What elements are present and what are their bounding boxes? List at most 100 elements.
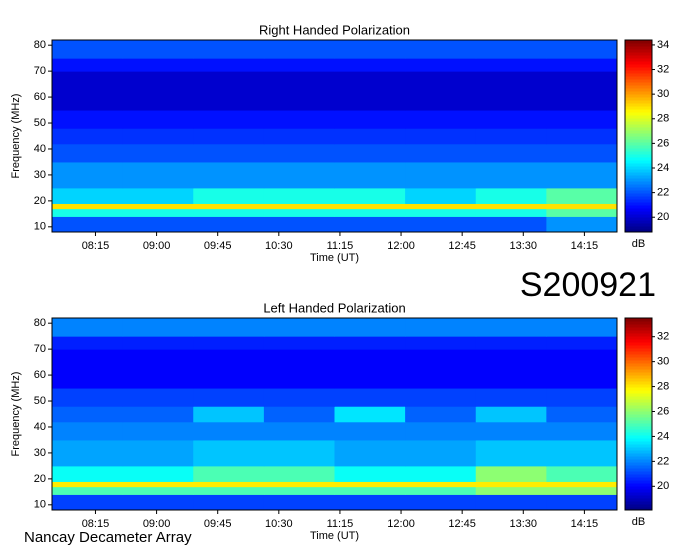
heat-cell [475, 40, 547, 59]
colorbar-step [625, 441, 652, 445]
heat-cell [405, 439, 477, 467]
heat-cell [193, 58, 265, 72]
colorbar-step [625, 163, 652, 167]
colorbar-step [625, 211, 652, 215]
heat-cell [122, 187, 194, 204]
colorbar-step [625, 387, 652, 391]
heat-cell [405, 143, 477, 163]
heat-cell [334, 143, 406, 163]
heat-cell [52, 388, 124, 407]
heat-cell [122, 486, 194, 495]
colorbar-step [625, 435, 652, 439]
heat-cell [475, 486, 547, 495]
colorbar-step [625, 354, 652, 358]
colorbar-step [625, 474, 652, 478]
colorbar-tick-label: 22 [657, 455, 669, 467]
colorbar-step [625, 378, 652, 382]
heat-cell [546, 58, 618, 72]
heat-cell [475, 465, 547, 482]
plot-frame [51, 317, 618, 511]
colorbar-step [625, 336, 652, 340]
x-tick-label: 08:15 [82, 240, 110, 252]
colorbar-step [625, 486, 652, 490]
x-tick-label: 12:45 [448, 518, 476, 530]
colorbar-step [625, 190, 652, 194]
heat-cell [334, 486, 406, 495]
heat-cell [193, 494, 265, 511]
colorbar-step [625, 166, 652, 170]
heat-cell [475, 216, 547, 233]
colorbar-step [625, 318, 652, 322]
colorbar-tick-label: 24 [657, 162, 669, 174]
colorbar-step [625, 477, 652, 481]
colorbar-step [625, 339, 652, 343]
heat-cell [193, 406, 265, 423]
heat-cell [405, 187, 477, 204]
heat-cell [405, 58, 477, 72]
colorbar-step [625, 91, 652, 95]
heat-cell [193, 486, 265, 495]
footer: Nancay Decameter Array [24, 529, 192, 546]
colorbar-step [625, 157, 652, 161]
colorbar-step [625, 396, 652, 400]
heat-cell [263, 208, 335, 217]
heat-cell [546, 349, 618, 389]
heat-cell [546, 216, 618, 233]
heat-cell [193, 161, 265, 189]
colorbar-step [625, 438, 652, 442]
colorbar-step [625, 169, 652, 173]
colorbar-step [625, 58, 652, 62]
heat-cell [475, 318, 547, 337]
panel-title: Left Handed Polarization [263, 300, 405, 315]
heat-cell [52, 128, 124, 145]
colorbar-step [625, 453, 652, 457]
colorbar-step [625, 220, 652, 224]
heat-cell [546, 481, 618, 488]
heat-cell [263, 128, 335, 145]
heat-cell [122, 203, 194, 210]
colorbar-step [625, 202, 652, 206]
colorbar-step [625, 103, 652, 107]
x-tick-label: 10:30 [265, 240, 293, 252]
y-tick-label: 10 [34, 221, 46, 233]
heat-cell [546, 406, 618, 423]
colorbar-step [625, 504, 652, 508]
colorbar-step [625, 223, 652, 227]
heat-cell [263, 58, 335, 72]
heat-cell [193, 318, 265, 337]
heat-cell [122, 208, 194, 217]
heat-cell [546, 187, 618, 204]
heat-cell [193, 216, 265, 233]
colorbar-step [625, 154, 652, 158]
colorbar-frame [624, 317, 653, 511]
colorbar-step [625, 426, 652, 430]
heat-cell [263, 216, 335, 233]
colorbar-step [625, 115, 652, 119]
heat-cell [405, 388, 477, 407]
colorbar-step [625, 357, 652, 361]
colorbar-step [625, 178, 652, 182]
colorbar-tick-label: 28 [657, 113, 669, 125]
heat-cell [334, 481, 406, 488]
heat-cell [122, 336, 194, 350]
x-tick-label: 11:15 [327, 240, 354, 252]
heat-cell [405, 40, 477, 59]
heat-cell [193, 110, 265, 129]
x-tick-label: 11:15 [327, 518, 354, 530]
colorbar-step [625, 393, 652, 397]
heat-cell [52, 71, 124, 111]
heat-cell [52, 216, 124, 233]
heat-cell [193, 187, 265, 204]
heat-cell [405, 421, 477, 441]
colorbar-step [625, 106, 652, 110]
x-axis-label: Time (UT) [310, 252, 359, 264]
colorbar-step [625, 226, 652, 230]
colorbar-step [625, 196, 652, 200]
y-tick-label: 20 [34, 195, 46, 207]
heat-cell [193, 421, 265, 441]
y-tick-label: 80 [34, 39, 46, 51]
heat-cell [405, 161, 477, 189]
heat-cell [122, 481, 194, 488]
colorbar-step [625, 462, 652, 466]
